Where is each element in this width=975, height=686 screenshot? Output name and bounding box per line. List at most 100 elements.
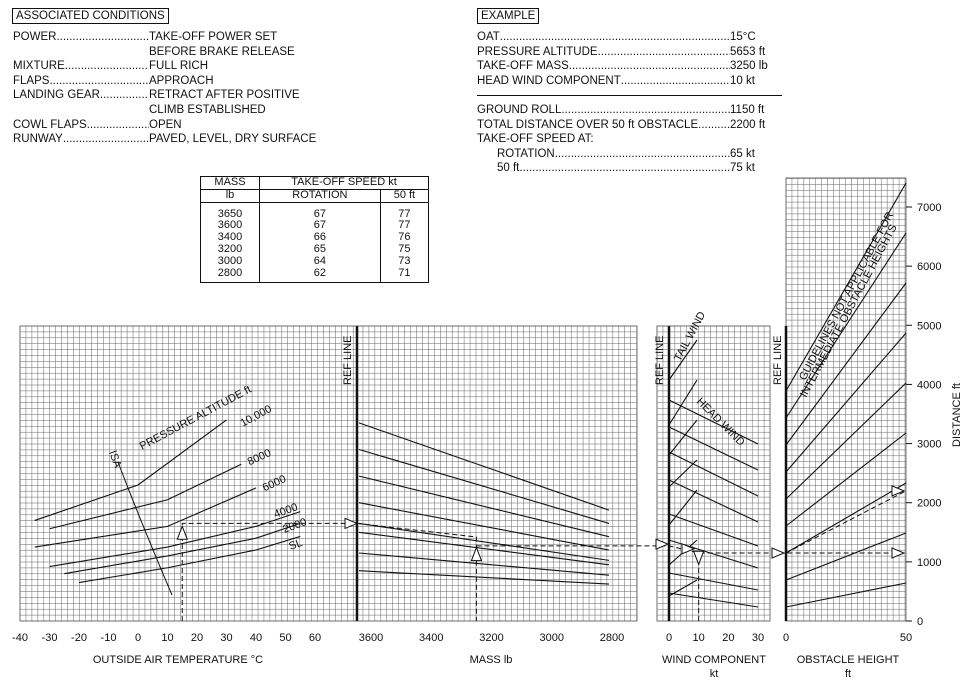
total-distance-row: TOTAL DISTANCE OVER 50 ft OBSTACLE 2200 … xyxy=(477,118,770,133)
speed-cell-fifty: 71 xyxy=(379,267,430,284)
rotation-value: 65 kt xyxy=(730,147,755,160)
wind-grid xyxy=(656,325,771,622)
mass-guide-3 xyxy=(358,522,610,561)
altitude-label-0: SL xyxy=(287,537,304,553)
mass-tick: 2800 xyxy=(600,632,624,644)
head-wind-guide-2 xyxy=(668,451,759,497)
example-input-row: TAKE-OFF MASS 3250 lb xyxy=(477,59,770,74)
head-wind-guide-6 xyxy=(668,572,759,591)
altitude-curve-SL xyxy=(78,535,301,584)
oat-tick: 50 xyxy=(279,632,291,644)
speed-table-row: 3400 66 76 xyxy=(200,231,430,244)
col-mass-unit: lb xyxy=(200,188,260,203)
example-path-mass xyxy=(356,522,477,621)
mass-guide-4 xyxy=(358,502,610,551)
altitude-label-2: 4000 xyxy=(272,501,299,521)
obstacle-guide-8 xyxy=(785,182,907,392)
obstacle-guide-4 xyxy=(785,382,907,500)
altitude-curve-8000 xyxy=(49,463,242,530)
obstacle-guide-5 xyxy=(785,332,907,473)
speed-cell-mass: 3200 xyxy=(200,243,260,256)
total-distance-label: TOTAL DISTANCE OVER 50 ft OBSTACLE xyxy=(477,118,699,131)
condition-label-text: COWL FLAPS xyxy=(13,118,87,131)
example-path-obstacle xyxy=(785,490,907,554)
fifty-ft-label: 50 ft xyxy=(497,162,520,175)
example-title: EXAMPLE xyxy=(477,8,540,24)
example-input-value: 5653 ft xyxy=(730,45,766,58)
example-input-row: OAT 15°C xyxy=(477,30,770,45)
altitude-curve-10,000 xyxy=(34,419,227,521)
condition-label: POWER xyxy=(13,30,149,45)
distance-tick: 7000 xyxy=(917,202,941,214)
condition-value: TAKE-OFF POWER SET xyxy=(149,31,278,43)
wind-xlabel: WIND COMPONENT xyxy=(662,654,766,666)
wind-tick: 20 xyxy=(722,632,734,644)
obstacle-guide-2 xyxy=(785,482,907,554)
speed-table-row: 3200 65 75 xyxy=(200,243,430,256)
ground-roll-value: 1150 ft xyxy=(730,104,765,116)
oat-xlabel: OUTSIDE AIR TEMPERATURE °C xyxy=(93,654,263,666)
condition-label-text: MIXTURE xyxy=(13,60,65,73)
speed-cell-fifty: 77 xyxy=(379,220,430,233)
altitude-label-5: 10,000 xyxy=(238,403,273,429)
example-path-oat xyxy=(181,522,357,621)
mass-ref-label: REF LINE xyxy=(342,335,354,385)
col-50ft-header: 50 ft xyxy=(379,188,430,203)
condition-label: COWL FLAPS xyxy=(13,118,149,133)
condition-value: CLIMB ESTABLISHED xyxy=(149,103,266,116)
example-input-label: TAKE-OFF MASS xyxy=(477,60,569,73)
altitude-label-4: 8000 xyxy=(246,447,273,468)
condition-label-text: RUNWAY xyxy=(13,133,63,146)
tail-wind-guide-2 xyxy=(668,419,698,456)
obstacle-xunit: ft xyxy=(845,668,851,680)
altitude-curve-2000 xyxy=(64,522,301,575)
condition-row: LANDING GEAR RETRACT AFTER POSITIVE xyxy=(13,88,343,103)
condition-row: POWER TAKE-OFF POWER SET xyxy=(13,30,343,45)
isa-curve xyxy=(117,461,173,596)
example-input-value: 15°C xyxy=(730,31,756,43)
mass-tick: 3400 xyxy=(419,632,443,644)
rotation-row: ROTATION 65 kt xyxy=(477,147,770,162)
head-wind-guide-3 xyxy=(668,479,759,523)
distance-tick: 0 xyxy=(917,616,923,628)
head-wind-guide-1 xyxy=(668,426,759,471)
oat-tick: 0 xyxy=(135,632,141,644)
speed-cell-mass: 2800 xyxy=(200,267,260,284)
associated-conditions-title: ASSOCIATED CONDITIONS xyxy=(12,8,169,24)
arrow-oat-up xyxy=(176,524,188,540)
speed-cell-fifty: 76 xyxy=(379,231,430,244)
oat-grid xyxy=(19,325,358,622)
condition-label-text: FLAPS xyxy=(13,74,50,87)
mass-tick: 3000 xyxy=(540,632,564,644)
condition-row: COWL FLAPS OPEN xyxy=(13,118,343,133)
condition-value: PAVED, LEVEL, DRY SURFACE xyxy=(149,133,317,146)
obstacle-guide-1 xyxy=(785,532,907,581)
obstacle-guide-3 xyxy=(785,432,907,527)
associated-conditions-list: POWER TAKE-OFF POWER SET BEFORE BRAKE RELE… xyxy=(13,30,343,147)
oat-tick: 60 xyxy=(309,632,321,644)
oat-tick: -10 xyxy=(101,632,117,644)
mass-xlabel: MASS lb xyxy=(470,654,513,666)
mass-guide-2 xyxy=(358,531,610,566)
distance-axis-label: DISTANCE ft xyxy=(951,383,963,447)
distance-tick: 2000 xyxy=(917,498,941,510)
speed-cell-fifty: 75 xyxy=(379,243,430,256)
condition-label-text: POWER xyxy=(13,31,57,43)
speed-cell-mass: 3600 xyxy=(200,220,260,233)
total-distance-value: 2200 ft xyxy=(730,118,766,131)
wind-tick: 0 xyxy=(666,632,672,644)
arrow-mass-up xyxy=(470,546,483,562)
mass-guide-6 xyxy=(358,448,610,524)
condition-row: BEFORE BRAKE RELEASE xyxy=(13,45,343,60)
altitude-label-1: 2000 xyxy=(281,516,308,536)
condition-value: APPROACH xyxy=(149,74,214,87)
example-results: GROUND ROLL 1150 ft TOTAL DISTANCE OVER … xyxy=(477,103,770,176)
distance-tick: 6000 xyxy=(917,261,941,273)
mass-guide-1 xyxy=(358,552,610,576)
speed-table-row: 2800 62 71 xyxy=(200,267,430,284)
condition-value: RETRACT AFTER POSITIVE xyxy=(149,89,300,102)
condition-row: CLIMB ESTABLISHED xyxy=(13,103,343,118)
mass-guide-0 xyxy=(358,570,610,585)
mass-grid xyxy=(356,325,638,622)
